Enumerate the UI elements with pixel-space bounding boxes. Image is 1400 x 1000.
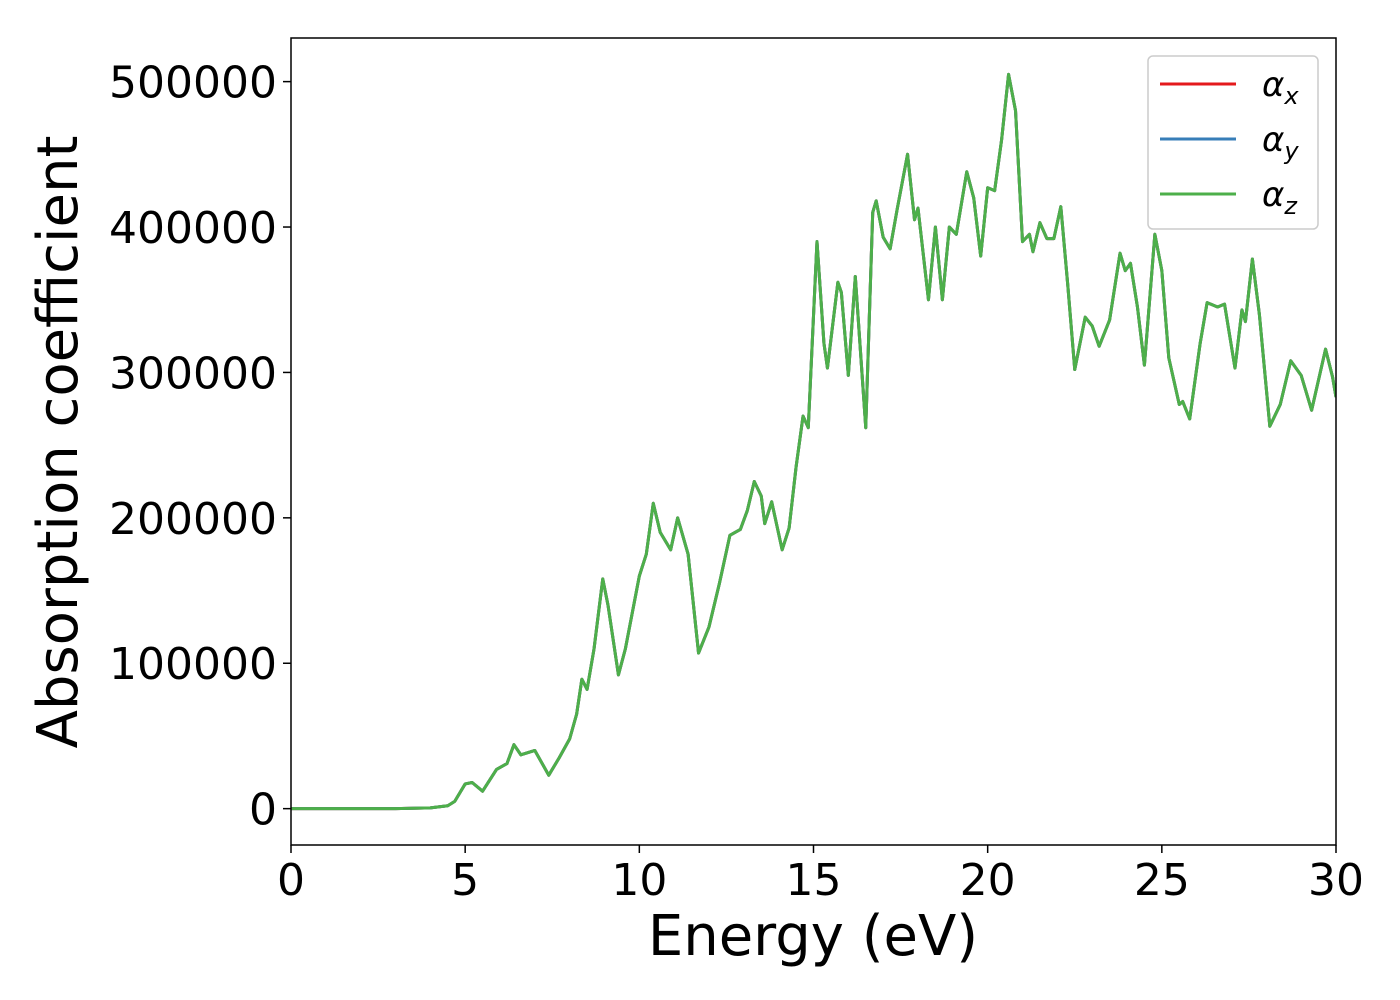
x-tick-label: 25 <box>1134 855 1190 906</box>
legend-label: αx <box>1262 65 1299 110</box>
x-tick-label: 0 <box>277 855 305 906</box>
plot-frame <box>290 37 1337 846</box>
legend-box <box>1147 55 1319 230</box>
x-axis-label: Energy (eV) <box>648 904 978 969</box>
y-tick-label: 0 <box>249 785 277 836</box>
x-tick-label: 10 <box>611 855 667 906</box>
x-tick-label: 30 <box>1308 855 1364 906</box>
x-tick-label: 15 <box>786 855 842 906</box>
legend-label: αy <box>1262 120 1299 165</box>
y-tick-label: 200000 <box>109 494 277 545</box>
legend-label: αz <box>1262 175 1298 220</box>
x-tick-label: 5 <box>451 855 479 906</box>
x-tick-label: 20 <box>960 855 1016 906</box>
series-line <box>291 72 1336 811</box>
y-tick-label: 500000 <box>109 58 277 109</box>
y-axis-label: Absorption coefficient <box>26 136 91 749</box>
y-tick-label: 100000 <box>109 639 277 690</box>
y-tick-label: 300000 <box>109 348 277 399</box>
y-tick-label: 400000 <box>109 203 277 254</box>
